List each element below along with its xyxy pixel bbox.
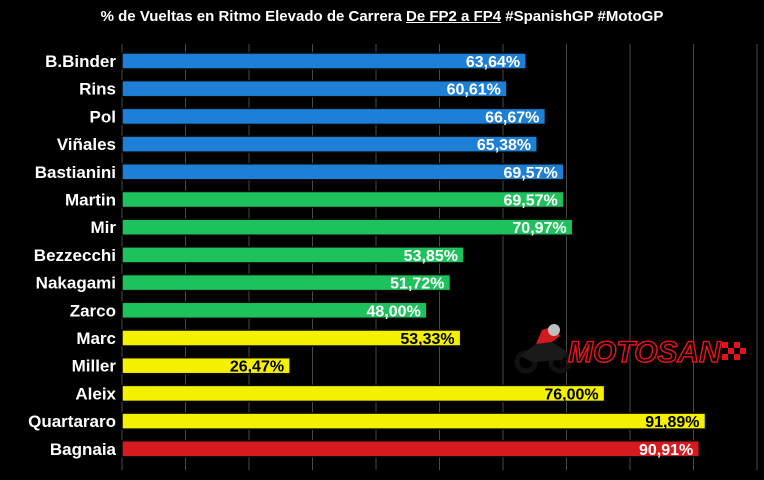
value-label: 91,89% [645,414,699,431]
title-underlined: De FP2 a FP4 [406,8,502,25]
bar-3 [121,135,538,153]
checkered-flag-icon [722,342,746,360]
category-label: Quartararo [28,412,116,431]
motosan-logo: MOTOSAN [514,324,746,374]
value-label: 63,64% [466,54,520,71]
value-label: 53,85% [404,248,458,265]
category-label: Zarco [70,301,116,320]
value-label: 70,97% [512,220,566,237]
category-label: Martin [65,191,116,210]
value-label: 26,47% [230,359,284,376]
value-label: 76,00% [544,386,598,403]
category-label: Nakagami [36,274,116,293]
bars: B.Binder 63,64% Rins 60,61% Pol 66,67% Viñales… [28,52,707,459]
value-label: 90,91% [639,442,693,459]
bar-7 [121,246,465,264]
bar-9 [121,301,428,320]
bar-6 [121,218,574,236]
category-label: Miller [72,357,117,376]
title-suffix: #SpanishGP #MotoGP [505,8,664,25]
bar-10 [121,329,462,347]
bar-5 [121,190,565,209]
title-prefix: % de Vueltas en Ritmo Elevado de Carrera [100,8,402,25]
category-label: Mir [91,218,117,237]
value-label: 53,33% [400,331,454,348]
bar-0 [121,52,527,70]
bar-14 [121,440,701,458]
value-label: 51,72% [390,276,444,293]
bar-8 [121,273,452,292]
value-label: 69,57% [504,165,558,182]
bar-11 [121,356,291,375]
value-label: 69,57% [504,193,558,210]
value-label: 66,67% [485,109,539,126]
motorcycle-rider-icon [514,324,572,374]
value-label: 65,38% [477,137,531,154]
bar-1 [121,79,508,98]
bar-4 [121,163,565,181]
value-label: 48,00% [367,303,421,320]
category-label: Rins [79,80,116,99]
value-label: 60,61% [447,82,501,99]
category-label: Viñales [57,135,116,154]
category-label: B.Binder [45,52,116,71]
category-label: Bezzecchi [34,246,116,265]
logo-text: MOTOSAN [568,336,722,369]
chart-title: % de Vueltas en Ritmo Elevado de Carrera… [0,8,764,25]
bar-2 [121,107,547,126]
category-label: Aleix [75,384,116,403]
category-label: Bastianini [35,163,116,182]
category-label: Pol [90,107,116,126]
bar-12 [121,384,606,403]
category-label: Marc [76,329,116,348]
category-label: Bagnaia [50,440,117,459]
bar-13 [121,412,707,430]
